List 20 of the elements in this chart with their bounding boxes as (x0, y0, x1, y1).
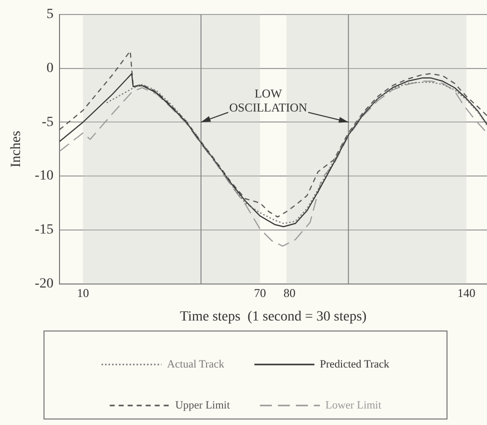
x-tick-label: 140 (457, 286, 476, 300)
x-tick-label: 70 (254, 286, 266, 300)
y-tick-label: 0 (46, 60, 54, 76)
y-axis-title: Inches (9, 130, 24, 168)
y-tick-label: -5 (42, 114, 54, 130)
y-tick-label: 5 (46, 7, 54, 22)
text: Lower Limit (325, 399, 382, 412)
annotation: LOW OSCILLATION (229, 86, 308, 115)
x-tick-label: 10 (77, 286, 90, 300)
line-series (59, 80, 487, 247)
y-tick-label: -10 (34, 168, 54, 184)
line-series (59, 50, 487, 218)
y-tick-label: -20 (34, 276, 54, 292)
line-series (106, 82, 487, 224)
y-tick-label: -15 (34, 222, 54, 238)
text: Actual Track (167, 358, 225, 370)
x-axis-title: Time steps (1 second = 30 steps) (180, 309, 367, 324)
text: Predicted Track (320, 358, 390, 370)
text: Upper Limit (175, 399, 230, 412)
x-tick-label: 80 (283, 286, 296, 300)
